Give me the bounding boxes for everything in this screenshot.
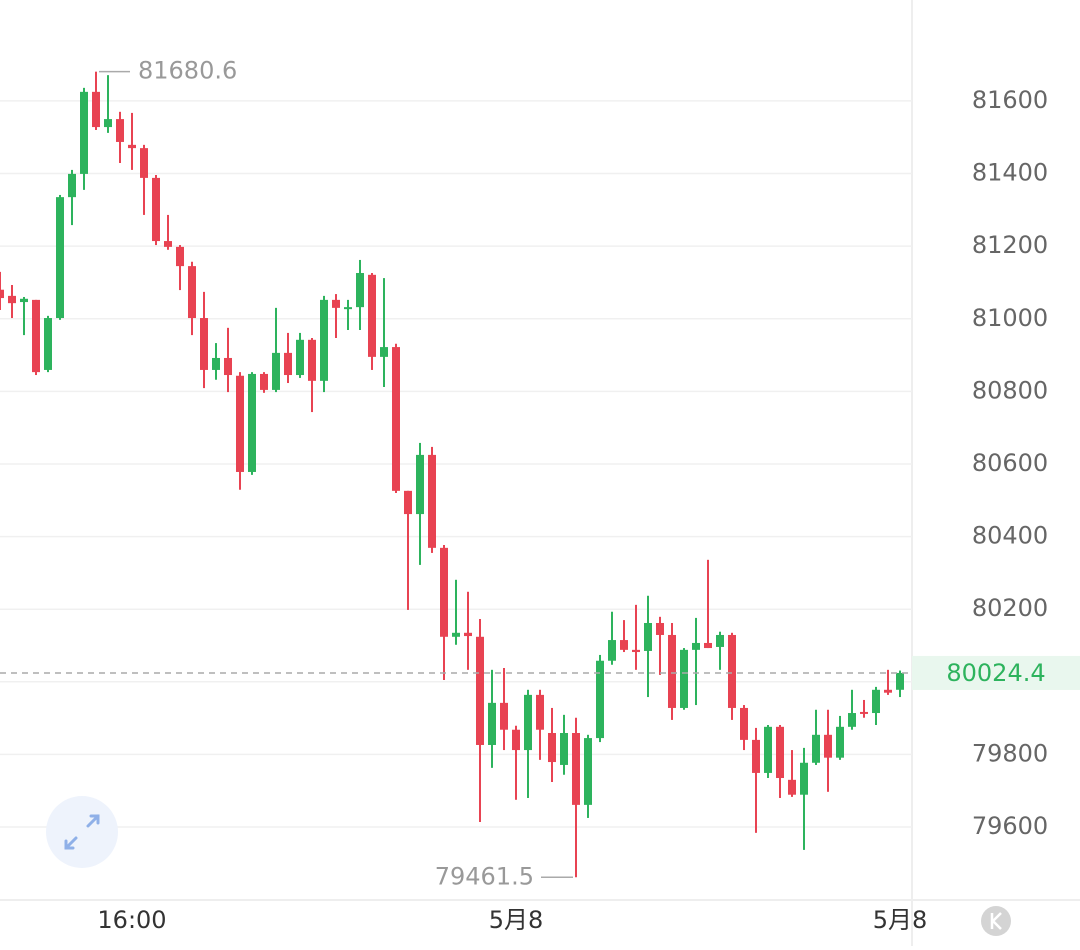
candle-body: [392, 347, 400, 491]
candle-body: [812, 734, 820, 763]
y-tick-label: 81000: [972, 304, 1048, 332]
candle-body: [104, 119, 112, 128]
candle-body: [176, 246, 184, 267]
candle-body: [692, 642, 700, 650]
candle-body: [464, 632, 472, 637]
candle-body: [740, 707, 748, 740]
x-tick-label: 5月8: [873, 906, 928, 934]
candle-body: [704, 642, 712, 649]
candle-body: [680, 649, 688, 708]
y-tick-label: 80200: [972, 594, 1048, 622]
candle-body: [632, 649, 640, 653]
candle-body: [728, 634, 736, 708]
y-tick-label: 81600: [972, 86, 1048, 114]
candle-body: [200, 318, 208, 370]
candle-body: [428, 454, 436, 548]
candle-body: [212, 357, 220, 370]
candle-body: [344, 307, 352, 310]
candle-body: [836, 726, 844, 758]
x-tick-label: 16:00: [97, 906, 166, 934]
candle-body: [32, 299, 40, 373]
candle-body: [560, 732, 568, 765]
candle-body: [260, 373, 268, 390]
candle-body: [512, 729, 520, 751]
y-tick-label: 81400: [972, 159, 1048, 187]
candle-body: [668, 634, 676, 708]
candle-body: [596, 660, 604, 739]
candle-body: [776, 726, 784, 779]
y-tick-label: 81200: [972, 231, 1048, 259]
y-tick-label: 79600: [972, 812, 1048, 840]
candle-body: [116, 119, 124, 142]
candle-body: [152, 177, 160, 242]
candle-body: [656, 622, 664, 635]
candle-body: [128, 144, 136, 149]
candle-body: [896, 672, 904, 690]
candle-body: [848, 713, 856, 727]
candle-body: [548, 732, 556, 763]
candle-body: [452, 632, 460, 637]
candle-body: [860, 711, 868, 714]
candle-body: [164, 241, 172, 247]
y-tick-label: 80400: [972, 522, 1048, 550]
candle-body: [368, 274, 376, 357]
expand-button[interactable]: [46, 796, 118, 868]
candle-body: [248, 373, 256, 472]
candle-body: [620, 640, 628, 650]
candle-body: [320, 299, 328, 381]
candle-body: [716, 634, 724, 647]
candle-body: [416, 454, 424, 515]
candle-body: [608, 640, 616, 661]
candle-body: [20, 298, 28, 303]
candle-body: [644, 622, 652, 651]
candle-body: [404, 490, 412, 515]
candle-body: [44, 318, 52, 370]
candle-body: [872, 689, 880, 714]
y-tick-label: 80600: [972, 449, 1048, 477]
x-tick-label: 5月8: [489, 906, 544, 934]
candle-body: [440, 547, 448, 637]
candle-body: [332, 299, 340, 308]
candle-body: [356, 273, 364, 308]
candle-body: [188, 266, 196, 319]
candle-body: [788, 779, 796, 795]
candle-body: [56, 197, 64, 319]
candle-body: [524, 694, 532, 751]
candle-body: [236, 375, 244, 472]
candle-body: [308, 339, 316, 381]
candle-body: [584, 738, 592, 805]
candle-body: [0, 289, 4, 299]
candle-body: [92, 91, 100, 128]
candle-body: [572, 732, 580, 805]
candle-body: [80, 91, 88, 174]
candle-body: [764, 726, 772, 773]
candle-body: [824, 734, 832, 758]
candle-body: [380, 347, 388, 357]
candle-body: [224, 357, 232, 376]
max-label: 81680.6: [138, 57, 237, 85]
candle-body: [800, 762, 808, 795]
candle-body: [8, 295, 16, 304]
candle-body: [140, 148, 148, 178]
candle-body: [476, 636, 484, 745]
min-label: 79461.5: [435, 862, 534, 890]
candle-body: [884, 689, 892, 693]
candle-body: [284, 352, 292, 376]
last-price-label: 80024.4: [946, 659, 1045, 687]
candle-body: [68, 173, 76, 198]
candle-body: [488, 702, 496, 745]
candle-body: [536, 694, 544, 730]
candle-body: [296, 339, 304, 376]
candle-body: [752, 739, 760, 773]
last-price-badge: [912, 655, 1080, 690]
y-tick-label: 80800: [972, 376, 1048, 404]
y-tick-label: 79800: [972, 739, 1048, 767]
k-line-button[interactable]: [981, 906, 1011, 936]
candle-body: [272, 352, 280, 390]
candle-body: [500, 702, 508, 730]
